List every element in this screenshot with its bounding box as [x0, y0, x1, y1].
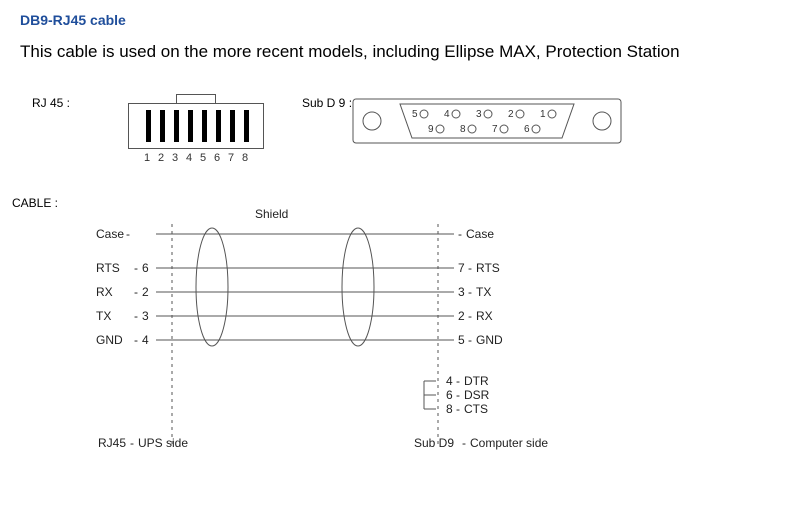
left-signal-pin: 4	[142, 333, 149, 347]
dash: -	[462, 436, 466, 450]
svg-text:3: 3	[476, 109, 482, 120]
svg-text:8: 8	[460, 124, 466, 135]
left-signal-pin: 3	[142, 309, 149, 323]
rj45-pin-number: 5	[200, 152, 206, 164]
left-signal-name: TX	[96, 309, 111, 323]
db9-connector: 5 4 3 2 1 9 8 7 6	[352, 98, 622, 144]
svg-text:9: 9	[428, 124, 434, 135]
dash: -	[458, 227, 462, 241]
dash: -	[468, 309, 472, 323]
svg-text:4: 4	[444, 109, 450, 120]
left-side: RJ45	[98, 436, 126, 450]
left-case: Case	[96, 227, 124, 241]
dash: -	[130, 436, 134, 450]
right-side: Sub D9	[414, 436, 454, 450]
bridge-pin: 6	[446, 388, 453, 402]
wiring-diagram: Shield Case-RTS-6RX-2TX-3GND-4Case-7-RTS…	[20, 195, 766, 455]
left-side-sub: UPS side	[138, 436, 188, 450]
rj45-label: RJ 45 :	[32, 96, 70, 110]
shield-label: Shield	[255, 207, 288, 221]
left-signal-name: GND	[96, 333, 123, 347]
dash: -	[468, 285, 472, 299]
bridge-pin: 8	[446, 402, 453, 416]
dash: -	[134, 261, 138, 275]
dash: -	[134, 285, 138, 299]
dash: -	[134, 333, 138, 347]
svg-text:5: 5	[412, 109, 418, 120]
page-title: DB9-RJ45 cable	[20, 12, 766, 28]
rj45-pin	[174, 110, 179, 142]
rj45-pin	[146, 110, 151, 142]
dash: -	[468, 333, 472, 347]
description: This cable is used on the more recent mo…	[20, 42, 766, 62]
right-case: Case	[466, 227, 494, 241]
right-signal-pin: 2	[458, 309, 465, 323]
dash: -	[456, 388, 460, 402]
rj45-pin	[244, 110, 249, 142]
right-signal-pin: 7	[458, 261, 465, 275]
left-signal-pin: 6	[142, 261, 149, 275]
svg-text:6: 6	[524, 124, 530, 135]
rj45-pin-number: 6	[214, 152, 220, 164]
svg-text:7: 7	[492, 124, 498, 135]
bridge-name: DSR	[464, 388, 489, 402]
rj45-pin-number: 7	[228, 152, 234, 164]
right-signal-name: GND	[476, 333, 503, 347]
dash: -	[134, 309, 138, 323]
bridge-pin: 4	[446, 374, 453, 388]
left-signal-name: RX	[96, 285, 113, 299]
right-signal-name: RTS	[476, 261, 500, 275]
rj45-connector: 12345678	[128, 94, 264, 166]
svg-text:1: 1	[540, 109, 546, 120]
db9-label: Sub D 9 :	[302, 96, 352, 110]
dash: -	[468, 261, 472, 275]
rj45-pin	[230, 110, 235, 142]
rj45-pin-number: 3	[172, 152, 178, 164]
right-signal-pin: 3	[458, 285, 465, 299]
bridge-name: CTS	[464, 402, 488, 416]
rj45-pin	[202, 110, 207, 142]
rj45-pin-number: 2	[158, 152, 164, 164]
dash: -	[456, 374, 460, 388]
right-side-sub: Computer side	[470, 436, 548, 450]
right-signal-name: RX	[476, 309, 493, 323]
left-signal-name: RTS	[96, 261, 120, 275]
bridge-name: DTR	[464, 374, 489, 388]
dash: -	[126, 227, 130, 241]
right-signal-pin: 5	[458, 333, 465, 347]
rj45-pin	[216, 110, 221, 142]
right-signal-name: TX	[476, 285, 491, 299]
dash: -	[456, 402, 460, 416]
rj45-pin-number: 1	[144, 152, 150, 164]
rj45-pin-number: 4	[186, 152, 192, 164]
rj45-pin	[160, 110, 165, 142]
left-signal-pin: 2	[142, 285, 149, 299]
rj45-pin	[188, 110, 193, 142]
connectors-row: RJ 45 : 12345678 Sub D 9 : 54321 9876	[20, 90, 766, 175]
svg-text:2: 2	[508, 109, 514, 120]
rj45-pin-number: 8	[242, 152, 248, 164]
